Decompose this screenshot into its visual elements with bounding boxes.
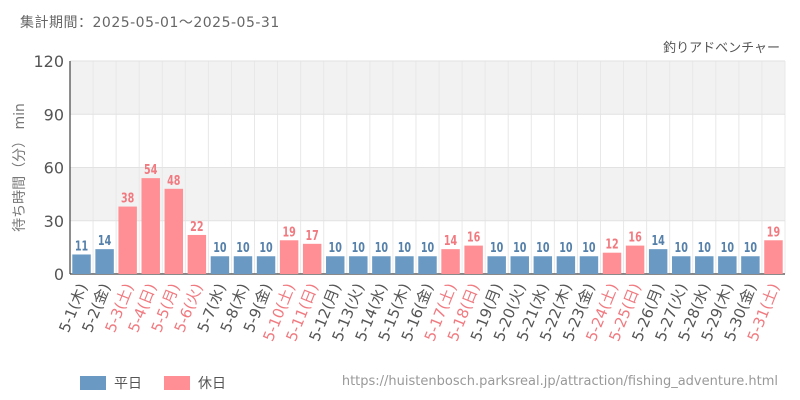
bar-value-label: 10 [490,240,503,255]
chart-title: 釣りアドベンチャー [663,40,780,56]
source-url[interactable]: https://huistenbosch.parksreal.jp/attrac… [341,374,778,389]
bar [210,256,230,274]
bar-value-label: 22 [190,219,203,234]
bar [187,234,207,274]
bar [141,178,160,274]
bar [602,252,622,274]
grid-band [70,167,785,221]
bar [718,256,737,274]
legend-item-holiday: 休日 [164,373,226,393]
bar-value-label: 10 [421,240,434,255]
bar-value-label: 10 [513,240,526,255]
bar-value-label: 12 [605,237,618,252]
bar [579,256,599,274]
period-label: 集計期間：2025-05-01～2025-05-31 [20,15,280,31]
grid-band [70,114,785,168]
bar-value-label: 10 [582,240,595,255]
bar [418,256,437,274]
bar-value-label: 19 [282,224,295,239]
y-tick-label: 90 [44,105,64,124]
bar [326,256,345,274]
bar-value-label: 14 [444,233,457,248]
legend-item-weekday: 平日 [80,373,142,393]
bar-value-label: 10 [398,240,411,255]
bar-value-label: 54 [144,162,157,177]
bar [764,240,783,274]
bar-value-label: 10 [213,240,226,255]
legend-swatch-holiday [164,376,190,390]
bar [118,206,137,274]
bar-value-label: 17 [306,228,319,243]
bar [302,243,322,274]
y-tick-label: 120 [33,52,64,71]
bar-value-label: 10 [675,240,688,255]
bar-value-label: 38 [121,191,134,206]
grid-band [70,61,785,115]
bar [279,240,299,274]
bar [464,245,483,274]
bar-value-label: 16 [628,230,641,245]
bar [164,188,184,274]
bar-value-label: 10 [375,240,388,255]
bar [72,254,91,274]
bar-value-label: 14 [651,233,664,248]
y-axis-label: 待ち時間（分） min [12,103,28,232]
chart-legend: 平日 休日 [80,373,248,393]
bar [372,256,391,274]
bar-value-label: 10 [259,240,272,255]
bar [695,256,714,274]
bar [671,256,691,274]
bar-value-label: 11 [75,238,88,253]
bar-value-label: 48 [167,173,180,188]
legend-swatch-weekday [80,376,106,390]
bar-value-label: 10 [236,240,249,255]
bar-value-label: 14 [98,233,111,248]
bar-value-label: 10 [744,240,757,255]
bar [95,249,114,274]
bar [395,256,414,274]
bar [510,256,529,274]
bar [648,249,668,274]
y-tick-label: 60 [44,159,64,178]
y-tick-label: 0 [54,265,64,284]
bar [349,256,368,274]
bar-value-label: 10 [536,240,549,255]
bar-value-label: 10 [329,240,342,255]
bar-value-label: 10 [721,240,734,255]
bar [233,256,253,274]
bar [556,256,576,274]
bar [741,256,760,274]
bar [533,256,553,274]
bar-value-label: 16 [467,230,480,245]
bar-value-label: 10 [352,240,365,255]
legend-label-holiday: 休日 [198,376,226,392]
bar [487,256,506,274]
bar [625,245,645,274]
bar-value-label: 10 [559,240,572,255]
bar [256,256,276,274]
bar-value-label: 10 [698,240,711,255]
y-tick-label: 30 [44,212,64,231]
legend-label-weekday: 平日 [114,376,142,392]
bar-value-label: 19 [767,224,780,239]
bar [441,249,460,274]
